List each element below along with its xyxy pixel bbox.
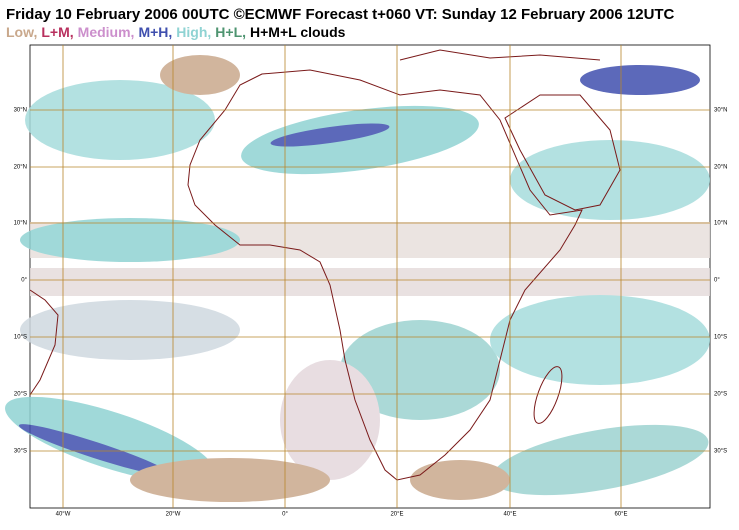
cloud-area	[18, 424, 172, 476]
africa-coast	[187, 69, 583, 481]
europe-coast	[399, 49, 601, 61]
cloud-area	[270, 123, 390, 147]
south-america-coast	[29, 289, 59, 396]
map-panel	[5, 44, 711, 509]
legend-entry: Medium,	[78, 24, 135, 40]
lon-label: 40°E	[503, 512, 516, 518]
cloud-area	[490, 295, 710, 385]
cloud-area	[340, 320, 500, 420]
cloud-area	[280, 360, 380, 480]
lon-label: 20°E	[390, 512, 403, 518]
legend-entry: H+L,	[215, 24, 246, 40]
coastlines	[29, 49, 621, 481]
lat-label: 10°S	[14, 335, 27, 341]
legend-entry: L+M,	[41, 24, 73, 40]
cloud-area	[410, 460, 510, 500]
lat-label: 30°N	[714, 108, 727, 114]
lon-label: 40°W	[56, 512, 71, 518]
lat-labels-right: 30°N 20°N 10°N 0° 10°S 20°S 30°S	[714, 108, 727, 455]
madagascar-coast	[533, 366, 563, 424]
lon-label: 60°E	[614, 512, 627, 518]
arabia-coast	[504, 94, 621, 211]
legend-entry: H+M+L clouds	[250, 24, 346, 40]
cloud-band	[30, 268, 710, 296]
title: Friday 10 February 2006 00UTC ©ECMWF For…	[6, 6, 675, 23]
cloud-area	[130, 458, 330, 502]
lat-label: 20°N	[714, 165, 727, 171]
cloud-area	[20, 300, 240, 360]
lat-label: 0°	[714, 278, 720, 284]
cloud-area	[241, 105, 479, 175]
lon-label: 0°	[282, 512, 288, 518]
legend: Low, L+M, Medium, M+H, High, H+L, H+M+L clouds	[6, 24, 346, 40]
lat-label: 30°S	[714, 449, 727, 455]
lat-label: 0°	[21, 278, 27, 284]
cloud-field	[5, 55, 710, 502]
cloud-area	[25, 80, 215, 160]
cloud-area	[5, 396, 215, 484]
cloud-area	[580, 65, 700, 95]
legend-entry: M+H,	[138, 24, 172, 40]
lon-labels: 40°W 20°W 0° 20°E 40°E 60°E	[56, 512, 628, 518]
lat-label: 20°S	[14, 392, 27, 398]
legend-entry: Low,	[6, 24, 37, 40]
cloud-area	[510, 140, 710, 220]
lon-label: 20°W	[166, 512, 181, 518]
cloud-area	[160, 55, 240, 95]
lat-label: 30°S	[14, 449, 27, 455]
graticule	[30, 45, 710, 508]
lat-label: 20°S	[714, 392, 727, 398]
lat-labels-left: 30°N 20°N 10°N 0° 10°S 20°S 30°S	[14, 108, 28, 455]
lat-label: 30°N	[14, 108, 27, 114]
lat-label: 10°S	[714, 335, 727, 341]
legend-entry: High,	[176, 24, 211, 40]
lat-label: 20°N	[14, 165, 27, 171]
cloud-area	[20, 218, 240, 262]
lat-label: 10°N	[14, 221, 27, 227]
lat-label: 10°N	[714, 221, 727, 227]
cloud-area	[491, 424, 709, 496]
